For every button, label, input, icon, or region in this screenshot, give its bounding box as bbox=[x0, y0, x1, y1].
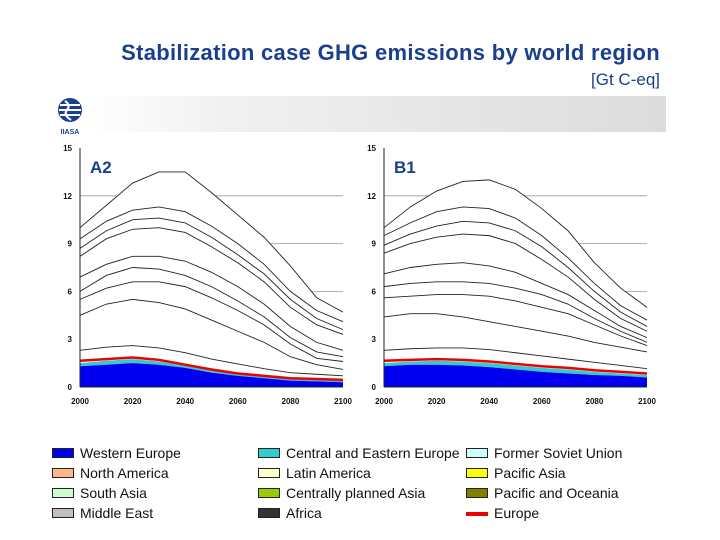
y-tick-label: 3 bbox=[372, 335, 377, 344]
area-south-asia bbox=[384, 262, 647, 343]
area-north-america bbox=[80, 299, 343, 376]
boundary-south-asia bbox=[383, 262, 648, 339]
y-tick-label: 15 bbox=[63, 144, 72, 153]
x-tick-label: 2040 bbox=[480, 397, 498, 406]
y-tick-label: 3 bbox=[68, 335, 73, 344]
area-pacific-and-oceania bbox=[80, 218, 343, 335]
unit-label: [Gt C-eq] bbox=[591, 70, 660, 89]
y-tick-label: 6 bbox=[372, 287, 377, 296]
x-tick-label: 2100 bbox=[638, 397, 656, 406]
y-tick-label: 6 bbox=[68, 287, 73, 296]
logo-text: IIASA bbox=[61, 129, 80, 136]
legend-label: Pacific Asia bbox=[494, 465, 566, 481]
chart-title: A2 bbox=[90, 158, 112, 177]
legend-label: Europe bbox=[494, 505, 540, 521]
legend-swatch bbox=[258, 468, 280, 478]
boundary-africa bbox=[383, 179, 648, 308]
legend-label: Central and Eastern Europe bbox=[286, 445, 460, 461]
boundary-former-soviet-union bbox=[383, 347, 648, 370]
area-south-asia bbox=[80, 256, 343, 357]
y-tick-label: 9 bbox=[372, 240, 377, 249]
legend-swatch bbox=[258, 508, 280, 518]
header-band bbox=[86, 96, 666, 132]
chart-a2: 0 3 6 9 12 15 2000 2020 2040 2060 2080 2100 A2 bbox=[63, 144, 352, 406]
area-central-and-eastern-europe bbox=[384, 360, 647, 378]
chart-b1: 0 3 6 9 12 15 2000 2020 2040 2060 2080 2100 B1 bbox=[367, 144, 656, 406]
boundary-pacific-and-oceania bbox=[383, 220, 648, 327]
line-europe bbox=[79, 356, 344, 382]
x-tick-label: 2060 bbox=[533, 397, 551, 406]
charts-area: 0 3 6 9 12 15 2000 2020 2040 2060 2080 2100 A2 0 3 6 9 12… bbox=[63, 144, 656, 406]
area-centrally-planned-asia bbox=[80, 227, 343, 351]
x-tick-label: 2080 bbox=[282, 397, 300, 406]
area-western-europe bbox=[384, 364, 647, 387]
legend-swatch bbox=[52, 468, 74, 478]
line-europe bbox=[383, 357, 648, 375]
x-tick-label: 2020 bbox=[124, 397, 142, 406]
legend-label: Pacific and Oceania bbox=[494, 485, 619, 501]
x-tick-label: 2040 bbox=[176, 397, 194, 406]
area-pacific-asia bbox=[384, 281, 647, 346]
boundary-former-soviet-union bbox=[79, 345, 344, 377]
legend-label: Latin America bbox=[286, 465, 371, 481]
boundary-pacific-and-oceania bbox=[79, 217, 344, 331]
x-tick-label: 2000 bbox=[375, 397, 393, 406]
x-tick-label: 2060 bbox=[229, 397, 247, 406]
legend-label: Former Soviet Union bbox=[494, 445, 623, 461]
legend-label: North America bbox=[80, 465, 169, 481]
boundary-latin-america bbox=[383, 294, 648, 346]
legend-label: Western Europe bbox=[80, 445, 181, 461]
legend-swatch bbox=[52, 508, 74, 518]
y-tick-label: 9 bbox=[68, 240, 73, 249]
iiasa-logo: IIASA bbox=[58, 98, 82, 136]
boundary-latin-america bbox=[79, 281, 344, 362]
y-tick-label: 0 bbox=[68, 383, 73, 392]
y-tick-label: 12 bbox=[63, 192, 72, 201]
boundary-pacific-asia bbox=[79, 267, 344, 358]
boundary-centrally-planned-asia bbox=[79, 227, 344, 335]
boundary-middle-east bbox=[383, 206, 648, 321]
boundary-north-america bbox=[79, 298, 344, 370]
x-tick-label: 2000 bbox=[71, 397, 89, 406]
slide-title: Stabilization case GHG emissions by worl… bbox=[121, 40, 660, 65]
y-tick-label: 12 bbox=[367, 192, 376, 201]
boundary-north-america bbox=[383, 313, 648, 353]
x-tick-label: 2020 bbox=[428, 397, 446, 406]
y-tick-label: 0 bbox=[372, 383, 377, 392]
legend-swatch bbox=[466, 488, 488, 498]
boundary-centrally-planned-asia bbox=[383, 233, 648, 332]
area-former-soviet-union bbox=[80, 345, 343, 381]
x-tick-label: 2100 bbox=[334, 397, 352, 406]
legend-swatch bbox=[466, 468, 488, 478]
legend-label: Centrally planned Asia bbox=[286, 485, 426, 501]
area-latin-america bbox=[384, 294, 647, 352]
boundary-south-asia bbox=[79, 255, 344, 351]
area-centrally-planned-asia bbox=[384, 234, 647, 338]
y-tick-label: 15 bbox=[367, 144, 376, 153]
area-africa bbox=[384, 179, 647, 321]
area-latin-america bbox=[80, 281, 343, 370]
legend: Western Europe Central and Eastern Europe… bbox=[52, 444, 672, 528]
legend-swatch bbox=[466, 448, 488, 458]
legend-swatch bbox=[258, 448, 280, 458]
legend-swatch bbox=[52, 488, 74, 498]
x-tick-label: 2080 bbox=[586, 397, 604, 406]
legend-swatch bbox=[258, 488, 280, 498]
area-middle-east bbox=[80, 206, 343, 330]
legend-label: South Asia bbox=[80, 485, 147, 501]
legend-label: Middle East bbox=[80, 505, 154, 521]
area-western-europe bbox=[80, 363, 343, 387]
boundary-middle-east bbox=[79, 206, 344, 323]
chart-title: B1 bbox=[394, 158, 416, 177]
area-north-america bbox=[384, 313, 647, 369]
legend-label: Africa bbox=[286, 505, 322, 521]
boundary-africa bbox=[79, 171, 344, 313]
area-africa bbox=[80, 171, 343, 322]
legend-swatch bbox=[52, 448, 74, 458]
boundary-pacific-asia bbox=[383, 281, 648, 343]
legend-swatch bbox=[466, 512, 488, 516]
